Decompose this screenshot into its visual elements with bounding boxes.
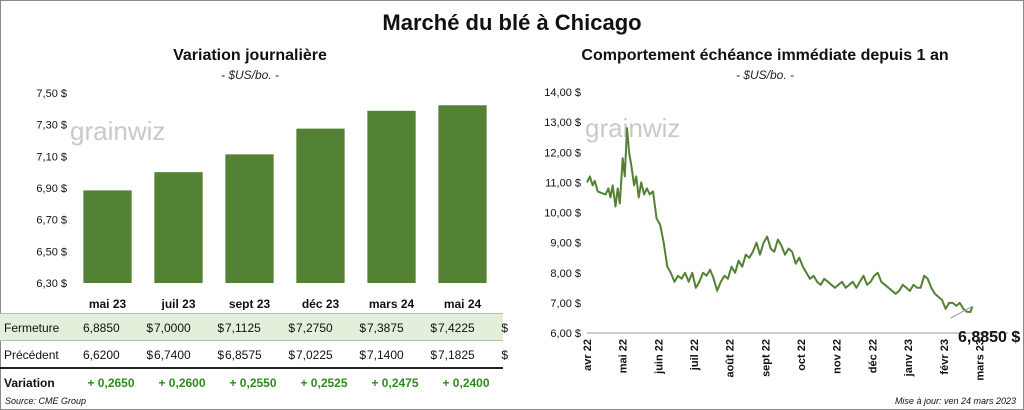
x-tick-label: mai 22: [618, 339, 630, 373]
x-tick-label: nov 22: [832, 339, 844, 374]
x-tick-label: mars 24: [369, 297, 415, 310]
last-value-label: 6,8850 $: [958, 329, 1021, 346]
x-tick-label: juin 22: [653, 339, 665, 375]
y-tick-label: 6,70 $: [36, 215, 67, 227]
y-tick-label: 7,00 $: [550, 298, 581, 310]
x-tick-label: sept 23: [229, 297, 271, 310]
x-tick-label: oct 22: [796, 339, 808, 371]
x-tick-label: févr 23: [939, 339, 951, 374]
last-value-leader: [950, 305, 973, 319]
x-tick-label: août 22: [725, 339, 737, 378]
x-tick-label: sept 22: [760, 339, 772, 377]
y-tick-label: 6,50 $: [36, 246, 67, 258]
x-tick-label: mai 24: [444, 297, 482, 310]
update-note: Mise à jour: ven 24 mars 2023: [894, 396, 1016, 406]
bar: [438, 105, 487, 283]
table-cell: + 0,2525: [300, 376, 348, 390]
table-cell: + 0,2400: [442, 376, 490, 390]
bar: [154, 172, 203, 283]
row-label-variation: Variation: [4, 376, 55, 390]
y-tick-label: 7,30 $: [36, 120, 67, 132]
table-cell: + 0,2600: [158, 376, 206, 390]
bar: [296, 128, 345, 283]
row-label-precedent: Précédent: [4, 348, 59, 362]
x-tick-label: janv 23: [903, 339, 915, 377]
table-cell: + 0,2475: [371, 376, 419, 390]
x-tick-label: mai 23: [89, 297, 127, 310]
bar-chart-unit: - $US/bo. -: [220, 68, 280, 82]
y-tick-label: 6,00 $: [550, 328, 581, 340]
y-tick-label: 6,30 $: [36, 278, 67, 290]
watermark-text: grainwiz: [70, 116, 165, 146]
y-tick-label: 7,50 $: [36, 88, 67, 100]
x-tick-label: déc 23: [302, 297, 340, 310]
y-tick-label: 14,00 $: [544, 87, 581, 99]
row-label-fermeture: Fermeture: [4, 321, 60, 335]
table-row-variation: Variation + 0,2650 + 0,2600 + 0,2550 + 0…: [0, 369, 503, 397]
bar-chart: grainwiz 6,30 $ 6,50 $ 6,70 $ 6,90 $ 7,10 $ 7…: [36, 88, 487, 310]
table-cell: + 0,2550: [229, 376, 277, 390]
y-tick-label: 9,00 $: [550, 238, 581, 250]
price-line: [586, 127, 974, 313]
table-row-precedent: Précédent 6,6200 $ 6,7400 $ 6,8575 $ 7,0225…: [0, 341, 508, 369]
x-tick-label: déc 22: [867, 339, 879, 373]
y-tick-label: 6,90 $: [36, 183, 67, 195]
line-chart-unit: - $US/bo. -: [735, 68, 795, 82]
watermark-text: grainwiz: [585, 113, 680, 143]
x-tick-label: avr 22: [582, 339, 594, 371]
y-tick-label: 8,00 $: [550, 268, 581, 280]
table-row-fermeture: Fermeture 6,8850 $ 7,0000 $ 7,1125 $ 7,2750…: [0, 313, 508, 341]
price-table: Fermeture 6,8850 $ 7,0000 $ 7,1125 $ 7,2750…: [0, 313, 508, 397]
y-tick-label: 13,00 $: [544, 117, 581, 129]
x-tick-label: juil 23: [160, 297, 195, 310]
bar: [225, 154, 274, 283]
y-tick-label: 12,00 $: [544, 147, 581, 159]
y-tick-label: 11,00 $: [545, 177, 581, 189]
bar: [83, 190, 132, 283]
page-title: Marché du blé à Chicago: [382, 10, 642, 35]
y-tick-label: 10,00 $: [544, 208, 581, 220]
source-note: Source: CME Group: [5, 396, 87, 406]
x-tick-label: juil 22: [689, 339, 701, 371]
table-cell: + 0,2650: [87, 376, 135, 390]
x-tick-label: mars 23: [974, 339, 986, 381]
bar: [367, 110, 416, 283]
line-chart-title: Comportement échéance immédiate depuis 1…: [581, 47, 949, 64]
y-tick-label: 7,10 $: [36, 151, 67, 163]
bar-chart-title: Variation journalière: [173, 47, 327, 64]
